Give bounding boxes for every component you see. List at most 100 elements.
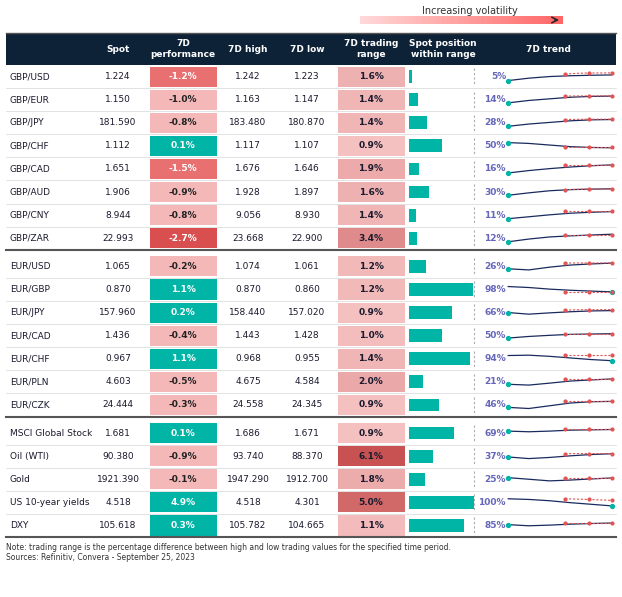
Bar xyxy=(443,16,447,24)
Bar xyxy=(409,209,416,221)
Bar xyxy=(560,16,563,24)
Bar xyxy=(429,16,431,24)
Text: 88.370: 88.370 xyxy=(291,452,323,461)
Bar xyxy=(6,88,616,111)
Text: 1.671: 1.671 xyxy=(294,429,320,438)
Bar xyxy=(363,16,366,24)
Bar xyxy=(409,186,429,198)
Text: 93.740: 93.740 xyxy=(232,452,264,461)
Text: 1.223: 1.223 xyxy=(294,72,320,81)
Text: 0.2%: 0.2% xyxy=(170,308,195,317)
Text: Note: trading range is the percentage difference between high and low trading va: Note: trading range is the percentage di… xyxy=(6,543,451,562)
Bar xyxy=(6,301,616,324)
Text: -0.5%: -0.5% xyxy=(169,377,197,386)
Text: 24.558: 24.558 xyxy=(232,401,264,410)
Text: 1.6%: 1.6% xyxy=(358,72,383,81)
Bar xyxy=(409,140,442,152)
Text: 28%: 28% xyxy=(485,118,506,127)
Text: 5%: 5% xyxy=(491,72,506,81)
Bar xyxy=(149,493,216,512)
Bar xyxy=(393,16,396,24)
Bar xyxy=(462,16,464,24)
Bar xyxy=(338,303,404,322)
Bar xyxy=(552,16,555,24)
Text: 69%: 69% xyxy=(485,429,506,438)
Bar xyxy=(448,16,452,24)
Bar xyxy=(509,16,513,24)
Text: GBP/AUD: GBP/AUD xyxy=(10,187,51,196)
Bar xyxy=(378,16,381,24)
Bar xyxy=(502,16,505,24)
Text: 1.906: 1.906 xyxy=(105,187,131,196)
Bar xyxy=(545,16,548,24)
Bar xyxy=(441,16,444,24)
Bar xyxy=(338,228,404,248)
Bar xyxy=(431,16,434,24)
Bar xyxy=(426,16,429,24)
Text: Gold: Gold xyxy=(10,475,31,484)
Bar xyxy=(338,446,404,466)
Bar xyxy=(6,491,616,514)
Bar xyxy=(512,16,515,24)
Bar xyxy=(360,16,363,24)
Text: -0.8%: -0.8% xyxy=(169,118,197,127)
Bar xyxy=(411,16,414,24)
Bar xyxy=(409,450,433,463)
Bar xyxy=(6,347,616,370)
Text: 1.224: 1.224 xyxy=(105,72,131,81)
Text: 2.0%: 2.0% xyxy=(359,377,383,386)
Bar xyxy=(6,204,616,227)
Text: 1.242: 1.242 xyxy=(235,72,261,81)
Bar xyxy=(149,136,216,156)
Bar xyxy=(540,16,543,24)
Bar xyxy=(368,16,371,24)
Bar xyxy=(375,16,378,24)
Bar xyxy=(466,16,470,24)
Bar xyxy=(527,16,530,24)
Bar xyxy=(338,349,404,369)
Text: -0.9%: -0.9% xyxy=(169,452,197,461)
Bar xyxy=(398,16,401,24)
Text: 1.6%: 1.6% xyxy=(358,187,383,196)
Text: -0.2%: -0.2% xyxy=(169,262,197,271)
Text: 1.686: 1.686 xyxy=(235,429,261,438)
Text: 4.518: 4.518 xyxy=(105,498,131,507)
Bar xyxy=(494,16,497,24)
Bar xyxy=(149,159,216,179)
Text: 0.870: 0.870 xyxy=(105,285,131,294)
Bar xyxy=(6,134,616,158)
Text: 7D
performance: 7D performance xyxy=(151,39,216,59)
Bar xyxy=(486,16,490,24)
Text: 4.603: 4.603 xyxy=(105,377,131,386)
Text: 180.870: 180.870 xyxy=(289,118,326,127)
Bar xyxy=(6,111,616,134)
Text: EUR/GBP: EUR/GBP xyxy=(10,285,50,294)
Text: 1.074: 1.074 xyxy=(235,262,261,271)
Text: GBP/CNY: GBP/CNY xyxy=(10,211,50,220)
Text: 1.4%: 1.4% xyxy=(358,95,384,104)
Bar xyxy=(373,16,376,24)
Bar xyxy=(149,372,216,392)
Bar xyxy=(439,16,442,24)
Text: 66%: 66% xyxy=(485,308,506,317)
Text: 1.061: 1.061 xyxy=(294,262,320,271)
Text: GBP/JPY: GBP/JPY xyxy=(10,118,45,127)
Bar xyxy=(338,325,404,346)
Bar xyxy=(491,16,494,24)
Text: 22.993: 22.993 xyxy=(102,234,134,243)
Text: 0.9%: 0.9% xyxy=(358,429,383,438)
Bar xyxy=(6,278,616,301)
Bar xyxy=(446,16,449,24)
Bar xyxy=(409,306,452,319)
Bar xyxy=(504,16,508,24)
Bar xyxy=(6,393,616,417)
Text: 1912.700: 1912.700 xyxy=(285,475,328,484)
Bar xyxy=(409,352,470,365)
Text: US 10-year yields: US 10-year yields xyxy=(10,498,90,507)
Bar xyxy=(149,395,216,415)
Text: 157.960: 157.960 xyxy=(100,308,137,317)
Bar xyxy=(409,376,423,388)
Text: GBP/USD: GBP/USD xyxy=(10,72,50,81)
Text: EUR/JPY: EUR/JPY xyxy=(10,308,45,317)
Text: 1.928: 1.928 xyxy=(235,187,261,196)
